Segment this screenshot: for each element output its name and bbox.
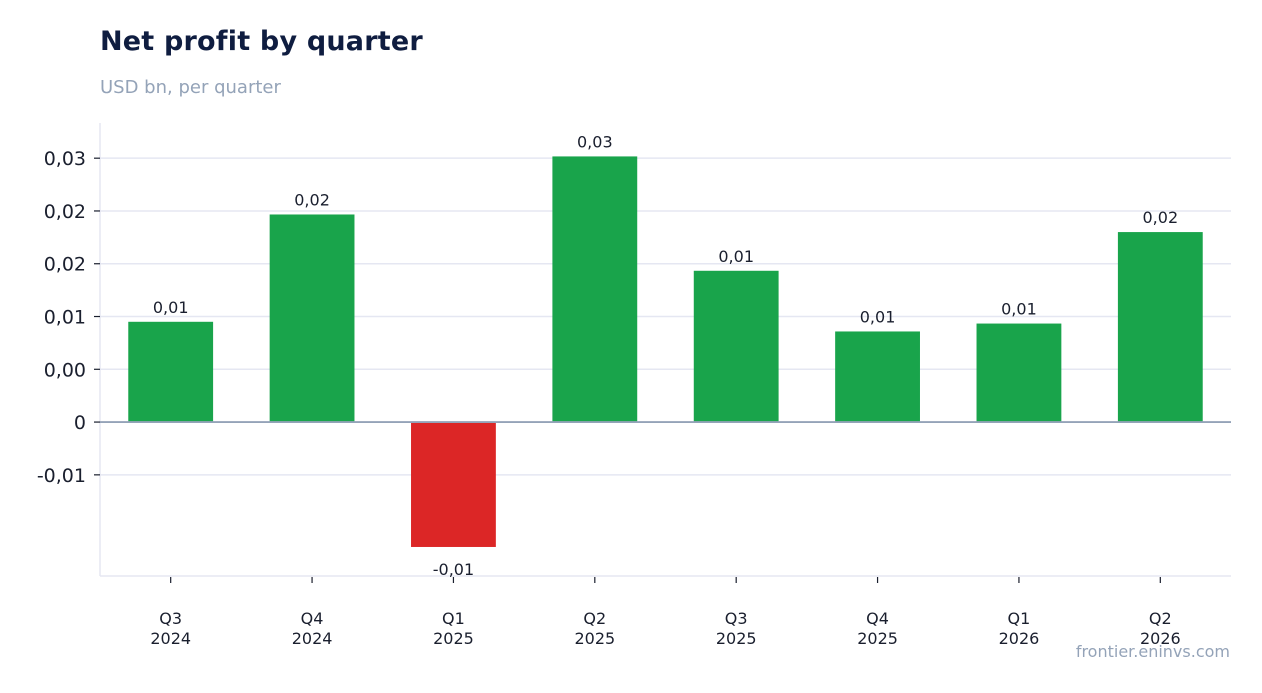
chart-subtitle: USD bn, per quarter: [100, 77, 281, 98]
data-label: 0,02: [1143, 208, 1179, 227]
y-tick-label: 0: [74, 412, 86, 434]
bar: [269, 214, 355, 423]
y-tick-label: 0,03: [44, 148, 86, 170]
x-tick-label: Q2 2025: [574, 609, 615, 648]
y-tick-label: 0,01: [44, 307, 86, 329]
data-label: 0,01: [718, 247, 754, 266]
data-labels: 0,01 0,02 -0,01 0,03 0,01 0,01 0,01 0,02: [153, 132, 1178, 579]
x-tick-label-line: Q1: [442, 609, 465, 628]
bar: [411, 422, 496, 547]
y-tick-label: 0,02: [44, 254, 86, 276]
bar: [1117, 232, 1203, 423]
x-tick-label: Q1 2026: [999, 609, 1040, 648]
x-tick-label: Q3 2025: [716, 609, 757, 648]
x-tick-label: Q4 2025: [857, 609, 898, 648]
data-label: -0,01: [433, 560, 474, 579]
y-tick-label: 0,00: [44, 359, 86, 381]
x-tick-label-line: Q3: [159, 609, 182, 628]
x-tick-label-line: Q2: [583, 609, 606, 628]
x-tick-label-line: 2024: [150, 629, 191, 648]
x-tick-label: Q3 2024: [150, 609, 191, 648]
data-label: 0,01: [860, 307, 896, 326]
bar: [128, 321, 214, 423]
data-label: 0,02: [294, 190, 330, 209]
bars: [128, 156, 1203, 547]
x-tick-label-line: Q2: [1149, 609, 1172, 628]
x-tick-label: Q1 2025: [433, 609, 474, 648]
bar: [976, 323, 1062, 423]
x-tick-label-line: Q4: [866, 609, 889, 628]
data-label: 0,01: [153, 298, 189, 317]
x-tick-label-line: 2025: [574, 629, 615, 648]
y-axis-ticks: 0,03 0,02 0,02 0,01 0,00 0 -0,01: [37, 148, 100, 487]
y-tick-label: -0,01: [37, 465, 86, 487]
x-tick-label: Q4 2024: [292, 609, 333, 648]
x-tick-label-line: Q3: [725, 609, 748, 628]
chart-title: Net profit by quarter: [100, 26, 423, 57]
bar: [835, 331, 920, 423]
x-tick-label-line: 2025: [716, 629, 757, 648]
y-tick-label: 0,02: [44, 201, 86, 223]
x-tick-label-line: 2026: [999, 629, 1040, 648]
x-tick-label-line: 2025: [857, 629, 898, 648]
data-label: 0,01: [1001, 300, 1037, 319]
x-tick-label-line: Q1: [1008, 609, 1031, 628]
x-tick-label: Q2 2026: [1140, 609, 1181, 648]
x-tick-label-line: Q4: [301, 609, 324, 628]
bar: [693, 270, 779, 423]
source-label: frontier.eninvs.com: [1075, 642, 1230, 661]
x-tick-label-line: 2026: [1140, 629, 1181, 648]
data-label: 0,03: [577, 132, 613, 151]
x-tick-label-line: 2025: [433, 629, 474, 648]
bar: [552, 156, 638, 423]
x-tick-label-line: 2024: [292, 629, 333, 648]
